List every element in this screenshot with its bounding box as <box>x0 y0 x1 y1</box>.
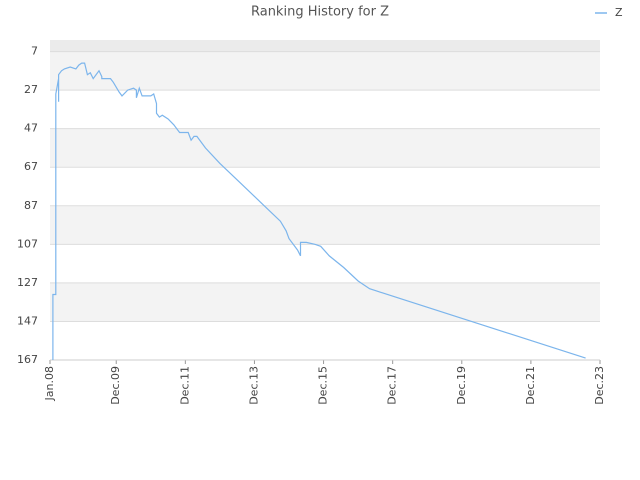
plot-band <box>50 51 600 91</box>
plot-band <box>50 321 600 360</box>
plot-band <box>50 128 600 168</box>
y-tick-label: 87 <box>24 199 38 212</box>
x-tick-label: Dec.11 <box>178 366 191 405</box>
x-tick-label: Dec.15 <box>317 366 330 405</box>
x-tick-label: Dec.19 <box>455 366 468 405</box>
plot-band <box>50 244 600 283</box>
x-tick-label: Jan.08 <box>43 366 56 401</box>
plot-band <box>50 205 600 245</box>
y-tick-label: 47 <box>24 122 38 135</box>
x-tick-label: Dec.13 <box>247 366 260 405</box>
y-tick-label: 7 <box>31 45 38 58</box>
y-tick-label: 107 <box>17 237 38 250</box>
x-tick-label: Dec.09 <box>109 366 122 405</box>
plot-band <box>50 40 600 52</box>
data-line <box>52 62 586 360</box>
plot-band <box>50 167 600 206</box>
chart-title: Ranking History for Z <box>251 5 389 20</box>
legend-label: Z <box>615 6 623 19</box>
y-tick-label: 127 <box>17 276 38 289</box>
y-tick-label: 27 <box>24 83 38 96</box>
plot-band <box>50 282 600 322</box>
y-tick-label: 167 <box>17 353 38 366</box>
x-tick-label: Dec.17 <box>386 366 399 405</box>
x-tick-label: Dec.21 <box>524 366 537 405</box>
y-tick-label: 67 <box>24 160 38 173</box>
plot-band <box>50 90 600 129</box>
x-tick-label: Dec.23 <box>593 366 606 405</box>
y-tick-label: 147 <box>17 314 38 327</box>
